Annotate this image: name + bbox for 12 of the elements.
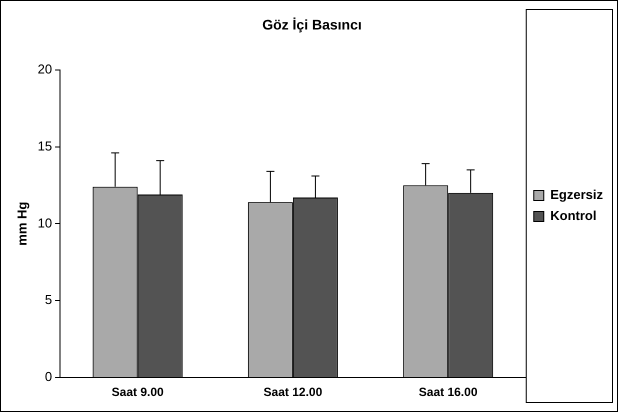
y-axis-title: mm Hg (14, 202, 30, 246)
legend-label: Egzersiz (550, 187, 604, 202)
legend-label: Kontrol (550, 208, 596, 224)
y-tick-label: 10 (38, 215, 52, 230)
x-tick-label: Saat 9.00 (112, 385, 164, 400)
x-tick-label: Saat 16.00 (418, 385, 478, 400)
x-tick-label: Saat 12.00 (264, 385, 323, 400)
y-tick-label: 20 (38, 61, 52, 76)
chart-title: Göz İçi Basıncı (262, 16, 362, 32)
y-tick-label: 0 (44, 369, 52, 384)
y-tick-label: 5 (44, 292, 52, 308)
y-tick-label: 15 (38, 138, 52, 154)
